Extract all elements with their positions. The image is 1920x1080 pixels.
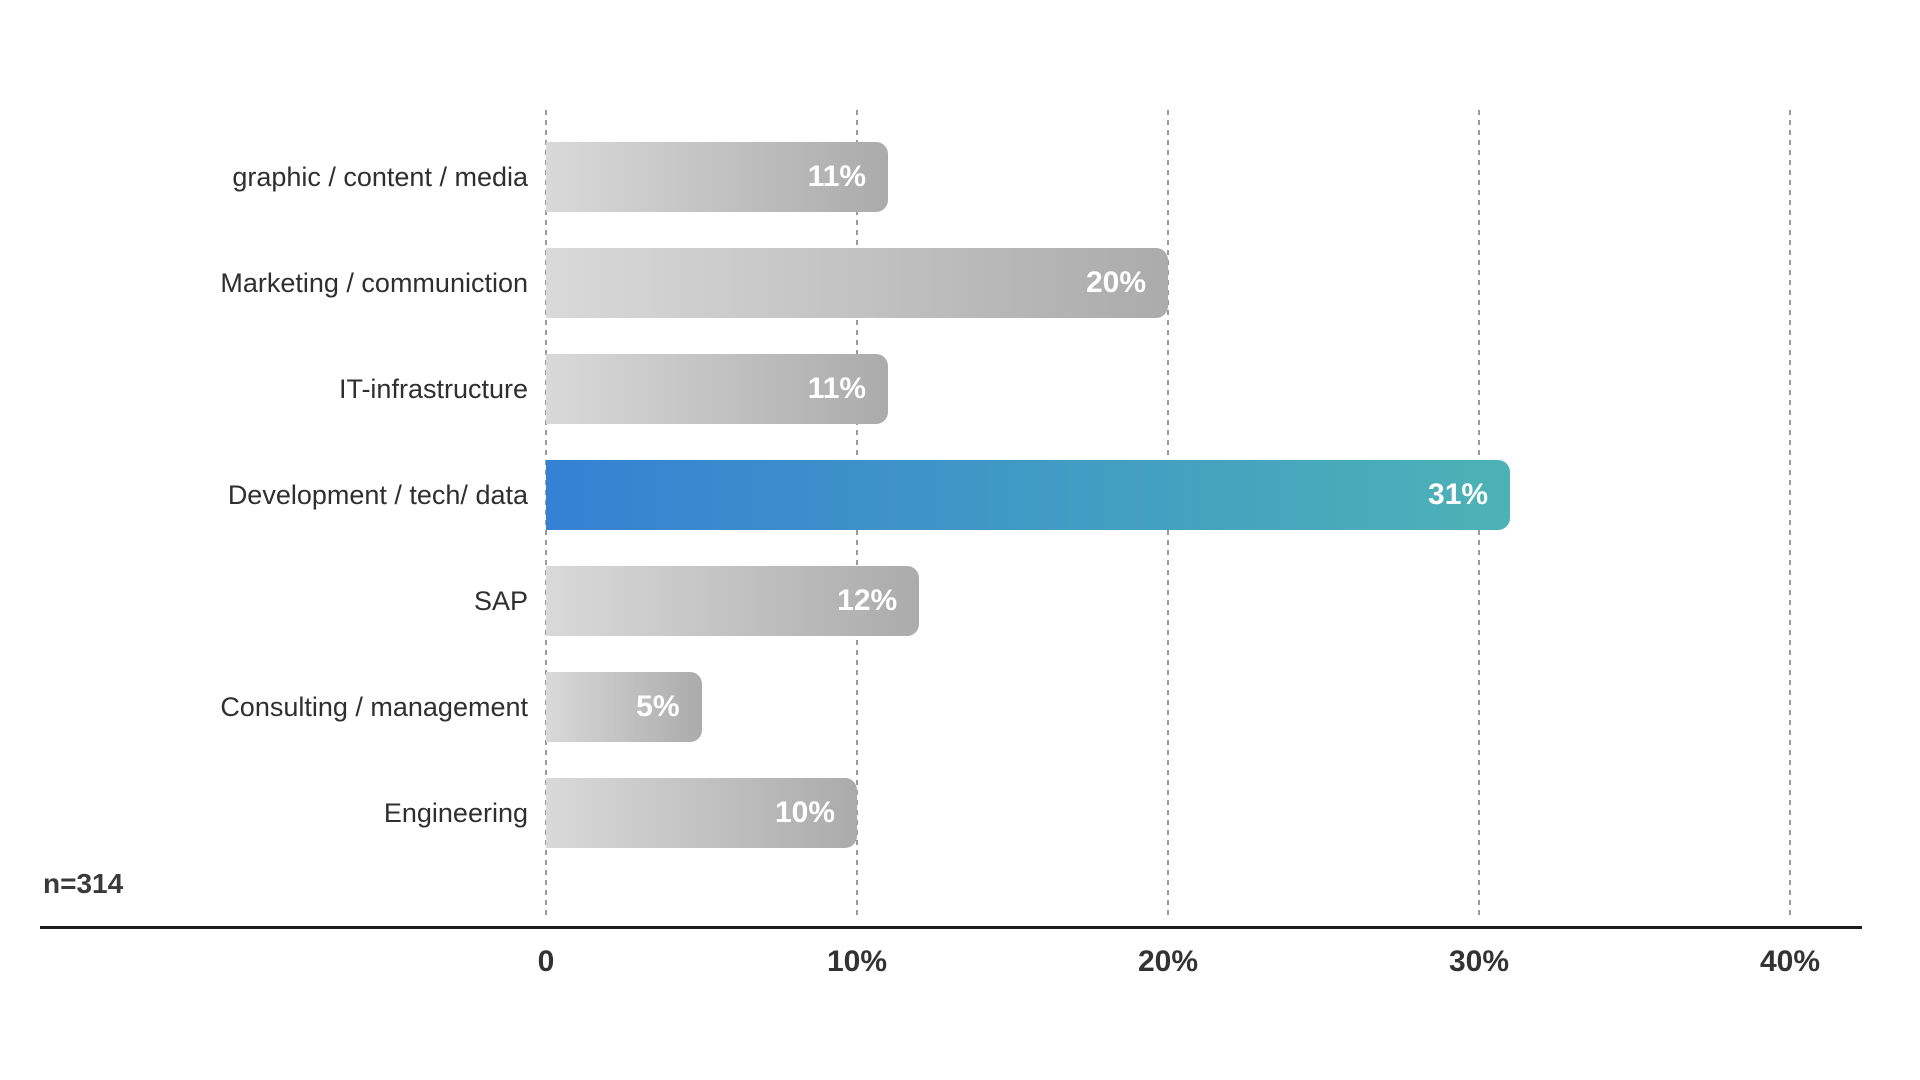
x-axis-tick-label: 10% [826,945,888,978]
bar: 20% [546,248,1168,318]
bar-row: Engineering 10% [0,778,1920,848]
bar-value-label: 31% [1428,478,1489,511]
sample-size-note: n=314 [43,868,124,899]
x-axis-line [40,926,1862,929]
bar-value-label: 5% [636,690,680,723]
bar-row: IT-infrastructure 11% [0,354,1920,424]
bar-row: Marketing / communiction 20% [0,248,1920,318]
bar-value-label: 20% [1085,266,1146,299]
bar-row: graphic / content / media 11% [0,142,1920,212]
x-axis-tick-label: 40% [1759,945,1821,978]
x-axis-tick-label: 0 [537,945,555,978]
bar: 5% [546,672,702,742]
x-axis-tick-label: 20% [1137,945,1199,978]
bar-value-label: 11% [807,372,867,405]
bar-row: SAP 12% [0,566,1920,636]
category-label: Development / tech/ data [227,480,528,510]
bar-value-label: 10% [774,796,835,829]
bar: 12% [546,566,920,636]
gridline [1789,110,1791,915]
category-label: Engineering [383,798,528,828]
bar-highlighted: 31% [546,460,1511,530]
bar-value-label: 12% [837,584,898,617]
bar-row: Development / tech/ data 31% [0,460,1920,530]
bar: 11% [546,354,889,424]
bar-value-label: 11% [807,160,867,193]
bar: 11% [546,142,889,212]
category-label: SAP [473,586,528,616]
category-label: Marketing / communiction [220,268,528,298]
category-label: graphic / content / media [232,162,528,192]
category-label: Consulting / management [220,692,528,722]
bar-row: Consulting / management 5% [0,672,1920,742]
bar: 10% [546,778,857,848]
x-axis-tick-label: 30% [1448,945,1510,978]
category-label: IT-infrastructure [338,374,528,404]
